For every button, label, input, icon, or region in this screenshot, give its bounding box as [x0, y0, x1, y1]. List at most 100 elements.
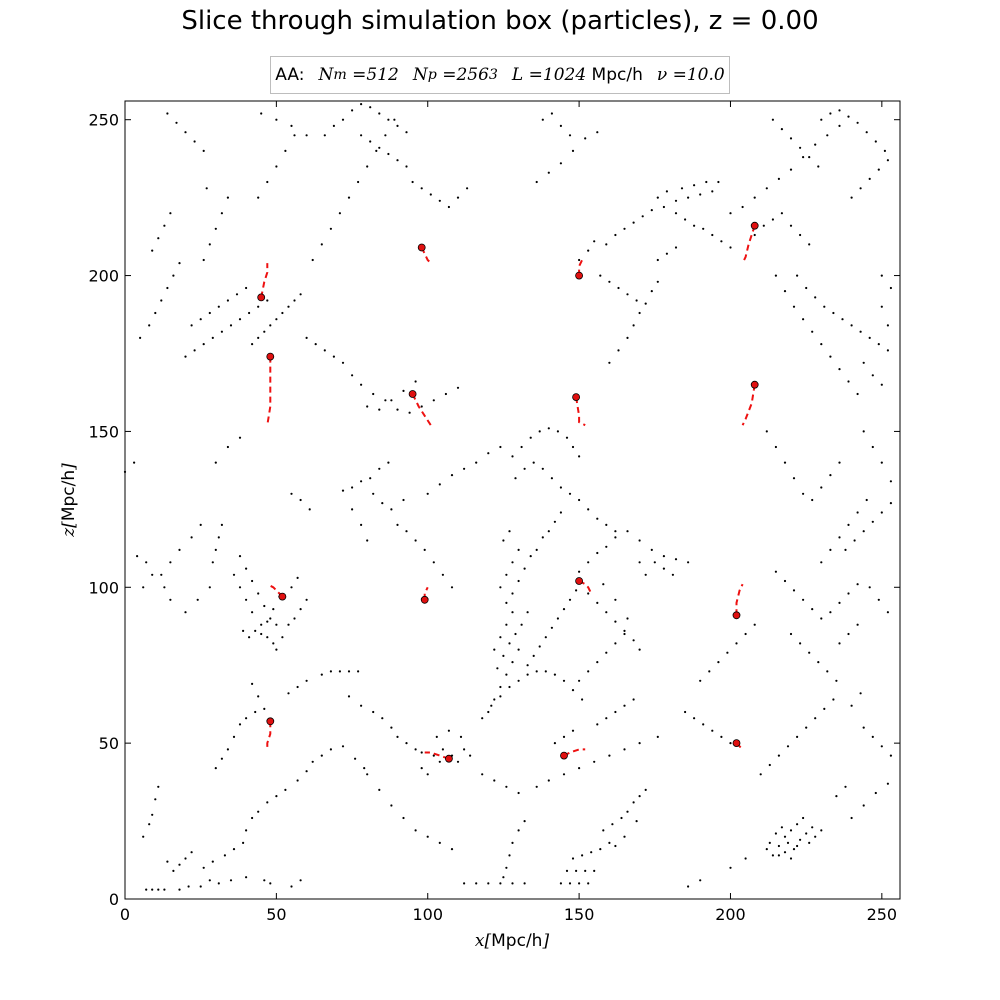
- particle-point: [232, 848, 236, 851]
- particle-point: [275, 165, 278, 168]
- particle-point: [402, 816, 405, 820]
- particle-point: [753, 623, 756, 626]
- legend-l-unit: Mpc/h: [591, 65, 643, 85]
- particle-point: [735, 642, 738, 645]
- particle-point: [139, 336, 142, 339]
- particle-point: [260, 632, 263, 636]
- particle-point: [832, 698, 835, 701]
- particle-point: [502, 876, 505, 879]
- y-axis-label: z[Mpc/h]: [59, 463, 79, 538]
- particle-point: [366, 539, 369, 542]
- particle-point: [311, 760, 314, 763]
- particle-point: [814, 296, 817, 299]
- particle-point: [263, 604, 266, 608]
- particle-point: [820, 486, 823, 489]
- particle-point: [886, 349, 890, 352]
- particle-point: [347, 196, 351, 199]
- particle-point: [626, 617, 629, 620]
- particle-point: [578, 679, 581, 682]
- particle-point: [578, 882, 581, 885]
- particle-point: [802, 156, 805, 159]
- particle-point: [372, 392, 375, 396]
- particle-point: [638, 539, 641, 542]
- particle-point: [614, 530, 617, 533]
- particle-point: [511, 561, 514, 564]
- halo-marker: [408, 390, 417, 398]
- particle-point: [238, 586, 242, 589]
- particle-point: [578, 455, 581, 458]
- particle-point: [774, 274, 778, 277]
- particle-point: [154, 311, 157, 315]
- particle-point: [190, 324, 193, 327]
- particle-point: [796, 823, 799, 826]
- particle-point: [665, 252, 669, 255]
- particle-point: [638, 795, 641, 798]
- x-axis-unit: Mpc/h: [491, 931, 542, 951]
- particle-point: [172, 274, 175, 277]
- particle-point: [829, 355, 832, 358]
- halo-marker: [750, 380, 759, 389]
- particle-point: [505, 623, 508, 626]
- particle-point: [257, 336, 260, 339]
- particle-point: [505, 573, 508, 576]
- particle-point: [596, 723, 599, 726]
- particle-point: [774, 445, 778, 449]
- particle-point: [850, 196, 853, 199]
- particle-point: [835, 795, 838, 798]
- particle-point: [590, 851, 593, 854]
- particle-point: [323, 134, 326, 137]
- particle-point: [208, 879, 211, 882]
- halo-marker: [420, 595, 429, 604]
- particle-point: [532, 654, 535, 658]
- particle-point: [780, 212, 784, 215]
- particle-point: [369, 140, 372, 143]
- particle-point: [435, 735, 438, 739]
- trajectory-line: [266, 721, 272, 750]
- legend-nu-symbol: ν: [656, 65, 668, 85]
- particle-point: [617, 286, 620, 290]
- particle-point: [656, 258, 659, 262]
- particle-point: [384, 399, 387, 402]
- particle-point: [556, 617, 560, 620]
- particle-point: [357, 180, 360, 184]
- particle-point: [789, 857, 793, 860]
- particle-point: [187, 885, 190, 888]
- particle-point: [351, 109, 354, 112]
- particle-point: [792, 305, 796, 308]
- particle-point: [623, 704, 626, 707]
- particle-point: [644, 302, 647, 305]
- particle-point: [865, 498, 868, 502]
- particle-point: [596, 131, 599, 134]
- particle-point: [538, 645, 541, 648]
- particle-point: [405, 165, 408, 168]
- particle-point: [269, 617, 272, 620]
- particle-point: [511, 611, 514, 614]
- particle-point: [387, 461, 390, 464]
- particle-point: [202, 343, 205, 346]
- particle-point: [169, 598, 172, 601]
- particle-point: [320, 754, 323, 757]
- particle-point: [674, 212, 678, 215]
- particle-point: [717, 661, 720, 664]
- particle-point: [499, 636, 502, 639]
- particle-point: [223, 854, 226, 857]
- particle-point: [166, 286, 169, 290]
- particle-point: [254, 710, 257, 714]
- x-tick-label: 0: [120, 905, 130, 924]
- particle-point: [856, 583, 859, 586]
- particle-point: [190, 536, 193, 539]
- particle-point: [505, 866, 508, 869]
- particle-point: [293, 299, 296, 302]
- particle-point: [266, 299, 269, 302]
- particle-point: [820, 561, 823, 564]
- particle-point: [871, 520, 874, 523]
- y-tick-label: 150: [88, 422, 119, 441]
- particle-point: [517, 548, 520, 552]
- particle-point: [826, 134, 829, 137]
- particle-point: [838, 536, 841, 539]
- particle-point: [272, 608, 275, 611]
- particle-point: [829, 548, 832, 552]
- particle-point: [384, 134, 387, 137]
- particle-point: [493, 698, 496, 701]
- particle-point: [444, 392, 447, 396]
